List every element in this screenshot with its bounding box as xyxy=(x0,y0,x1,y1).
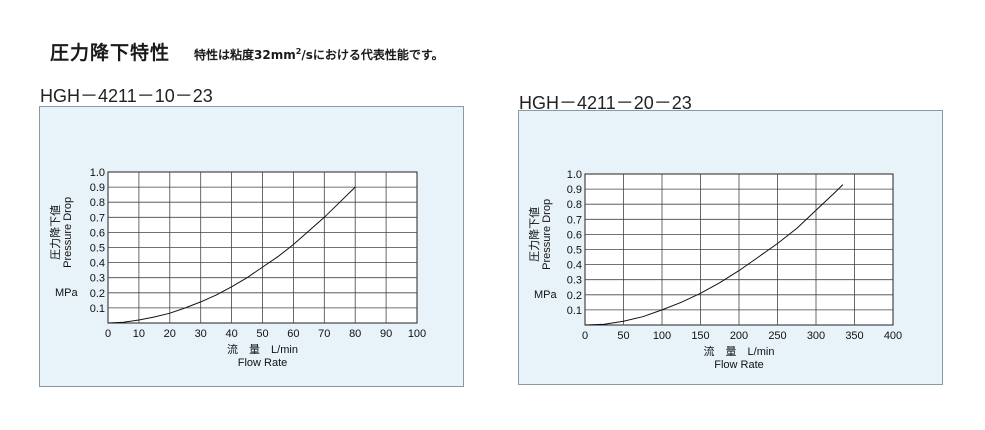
x-tick-label: 40 xyxy=(225,328,237,340)
y-tick-label: 0.6 xyxy=(90,227,105,239)
x-tick-label: 100 xyxy=(653,330,671,342)
x-tick-label: 0 xyxy=(105,328,111,340)
pressure-drop-curve xyxy=(107,186,356,324)
chart-1-svg: 0 10 20 30 40 50 60 70 80 90 100 0.1 0.2 0.3 0.4 0.5 0.6… xyxy=(48,167,426,369)
x-axis-label-jp: 流 量 L/min xyxy=(704,344,775,358)
x-tick-label: 10 xyxy=(133,328,145,340)
y-tick-label: 0.7 xyxy=(90,212,105,224)
x-tick-label: 30 xyxy=(195,328,207,340)
y-tick-label: 0.2 xyxy=(567,290,582,302)
page-subtitle: 特性は粘度32mm2/sにおける代表性能です。 xyxy=(194,46,444,63)
x-tick-label: 70 xyxy=(318,328,330,340)
y-tick-label: 1.0 xyxy=(567,169,582,181)
y-tick-label: 0.6 xyxy=(567,229,582,241)
y-tick-label: 0.8 xyxy=(567,199,582,211)
pressure-drop-curve xyxy=(584,184,844,326)
y-tick-label: 0.1 xyxy=(90,303,105,315)
x-tick-label: 100 xyxy=(408,328,426,340)
y-tick-label: 0.5 xyxy=(567,245,582,257)
y-tick-label: 0.7 xyxy=(567,214,582,226)
subtitle-superscript: 2 xyxy=(295,47,302,56)
y-tick-label: 0.9 xyxy=(567,184,582,196)
x-tick-label: 50 xyxy=(617,330,629,342)
page-title: 圧力降下特性 xyxy=(50,42,171,64)
y-tick-label: 0.3 xyxy=(567,275,582,287)
y-tick-label: 0.8 xyxy=(90,197,105,209)
chart-1-panel: 0 10 20 30 40 50 60 70 80 90 100 0.1 0.2 0.3 0.4 0.5 0.6… xyxy=(39,106,464,387)
y-tick-label: 0.2 xyxy=(90,288,105,300)
y-axis-label-jp: 圧力降下値 xyxy=(527,207,541,262)
subtitle-suffix: /sにおける代表性能です。 xyxy=(301,48,444,62)
x-tick-label: 0 xyxy=(582,330,588,342)
y-tick-label: 0.1 xyxy=(567,305,582,317)
x-axis-label-jp: 流 量 L/min xyxy=(227,342,298,356)
chart-1-title: HGH－4211－10－23 xyxy=(40,86,213,106)
x-axis-label-en: Flow Rate xyxy=(238,357,288,369)
page-header: 圧力降下特性 特性は粘度32mm2/sにおける代表性能です。 xyxy=(50,38,444,65)
x-tick-label: 300 xyxy=(807,330,825,342)
x-tick-label: 60 xyxy=(287,328,299,340)
x-tick-label: 350 xyxy=(845,330,863,342)
x-tick-label: 80 xyxy=(349,328,361,340)
y-tick-label: 0.4 xyxy=(90,258,105,270)
y-tick-label: 0.3 xyxy=(90,273,105,285)
chart-2-title: HGH－4211－20－23 xyxy=(519,93,692,113)
y-tick-label: 0.4 xyxy=(567,260,582,272)
x-tick-label: 400 xyxy=(884,330,902,342)
subtitle-prefix: 特性は粘度32mm xyxy=(194,48,296,62)
x-tick-label: 50 xyxy=(256,328,268,340)
y-axis-label-jp: 圧力降下値 xyxy=(48,205,62,260)
x-axis-label-en: Flow Rate xyxy=(714,359,764,371)
y-axis-unit: MPa xyxy=(55,287,79,299)
y-tick-label: 0.9 xyxy=(90,182,105,194)
x-tick-label: 20 xyxy=(164,328,176,340)
chart-2-svg: 0 50 100 150 200 250 300 350 400 0.1 0.2 0.3 0.4 0.5 0… xyxy=(527,169,902,371)
x-tick-label: 90 xyxy=(380,328,392,340)
y-axis-label-en: Pressure Drop xyxy=(541,199,553,270)
x-tick-label: 250 xyxy=(768,330,786,342)
y-axis-unit: MPa xyxy=(534,289,558,301)
chart-2-panel: 0 50 100 150 200 250 300 350 400 0.1 0.2 0.3 0.4 0.5 0… xyxy=(518,110,943,385)
x-tick-label: 150 xyxy=(691,330,709,342)
x-tick-label: 200 xyxy=(730,330,748,342)
y-tick-label: 0.5 xyxy=(90,243,105,255)
y-tick-label: 1.0 xyxy=(90,167,105,179)
y-axis-label-en: Pressure Drop xyxy=(62,197,74,268)
